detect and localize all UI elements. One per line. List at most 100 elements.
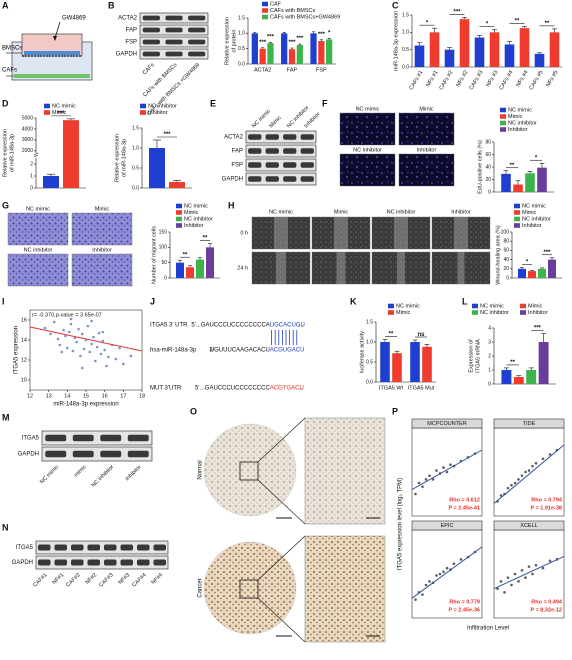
blot-band [87,559,101,566]
significance-label: *** [296,36,304,42]
blot-band [188,15,206,21]
blot-lane-label: NF#2 [84,572,98,586]
point [424,583,428,587]
significance-label: *** [453,10,461,16]
point [95,345,99,349]
point [80,332,84,336]
sequence-site: ACGTGACU [270,386,304,392]
panel-letter: C [392,0,399,10]
legend-label: NC mimic [184,203,208,209]
y-axis-label: Relative expression [224,17,230,65]
stat-label: P = 8.32e-12 [530,607,562,613]
y-tick-label: 40 [485,164,491,170]
legend-label: Mimic [184,210,199,216]
bar [549,32,560,67]
blot-band [248,176,262,182]
x-tick-label: CAFs #1 [409,70,425,92]
blot-row-label: FSP [231,163,243,169]
axis-break [33,154,39,158]
image-label: Inhibitor [92,247,112,253]
blot-lane-label: NC inhibitor [91,464,116,489]
panel-letter: A [2,0,9,10]
blot-band [87,544,101,551]
blot-band [248,148,262,154]
legend-swatch [44,110,50,115]
point [94,359,97,363]
facet-title: TIDE [523,421,536,427]
point [513,481,517,485]
bar [519,28,530,68]
panel-letter: K [350,296,357,306]
legend-label: NC inhibitor [480,310,509,316]
y-tick-label: 1.0 [366,339,373,345]
point [510,583,513,587]
blot-band [283,148,297,154]
point [452,562,456,566]
point [79,354,82,358]
blot-band [165,51,183,57]
significance-label: *** [288,40,296,46]
point [77,327,80,331]
legend-swatch [514,203,520,209]
legend-label: NC inhibitor [508,120,537,126]
x-tick-label: 16 [102,393,108,399]
legend-swatch [176,203,182,209]
significance-label: *** [318,32,326,38]
point [114,357,118,361]
blot-band [265,176,279,182]
point [105,364,108,368]
legend-label: Inhibitor [508,127,528,133]
y-tick-label: 60 [503,248,509,254]
point [52,320,56,324]
facet-header [493,520,565,531]
blot-row-label: FAP [232,149,243,155]
point [90,342,93,346]
blot-lane-label: mimic [73,464,88,479]
point [69,322,73,326]
zoom-box [239,461,259,481]
blot-band [265,162,279,168]
bar [251,33,258,64]
bar [267,43,274,64]
point [548,453,552,456]
stat-label: Rho = 0.494 [531,599,563,605]
x-tick-label: FAP [287,67,298,73]
bar [534,53,545,67]
bar [318,41,325,64]
y-axis-label: luciferase activity [359,331,365,373]
fit-line [411,449,483,491]
point [442,466,445,469]
panel-letter: L [462,296,468,306]
label: BMSCs [2,46,22,52]
stat-label: P = 1.91e-38 [530,505,562,511]
plot-frame [493,427,565,517]
fit-line [493,444,565,504]
blot-band [45,450,67,458]
blot-strip [245,158,317,172]
y-tick-label: 2 [488,353,491,359]
y-tick-label: 0.5 [366,359,373,365]
sequence-site: UGCACUGU [270,323,305,329]
point [499,580,503,583]
point [414,598,417,601]
bar [489,32,500,67]
blot-band [136,544,150,551]
x-tick-label: NFs #3 [485,70,499,88]
legend-label: NC mimic [508,107,532,113]
tissue-core [203,541,297,635]
legend-label: NC mimic [396,303,420,309]
y-tick-label: 40 [503,257,509,263]
blot-band [70,559,84,566]
legend-swatch [520,310,526,315]
bar [538,342,549,384]
sequence-end: 3' [209,348,213,354]
blot-band [127,450,149,458]
stat-label: Rho = 0.794 [531,497,563,503]
panel-letter: M [2,412,10,422]
y-tick-label: 0 [164,275,167,281]
wound-gap [394,217,408,249]
image-label: NC inhibitor [387,209,416,215]
bar [444,49,455,67]
blot-band [72,450,94,458]
bar [429,32,440,67]
